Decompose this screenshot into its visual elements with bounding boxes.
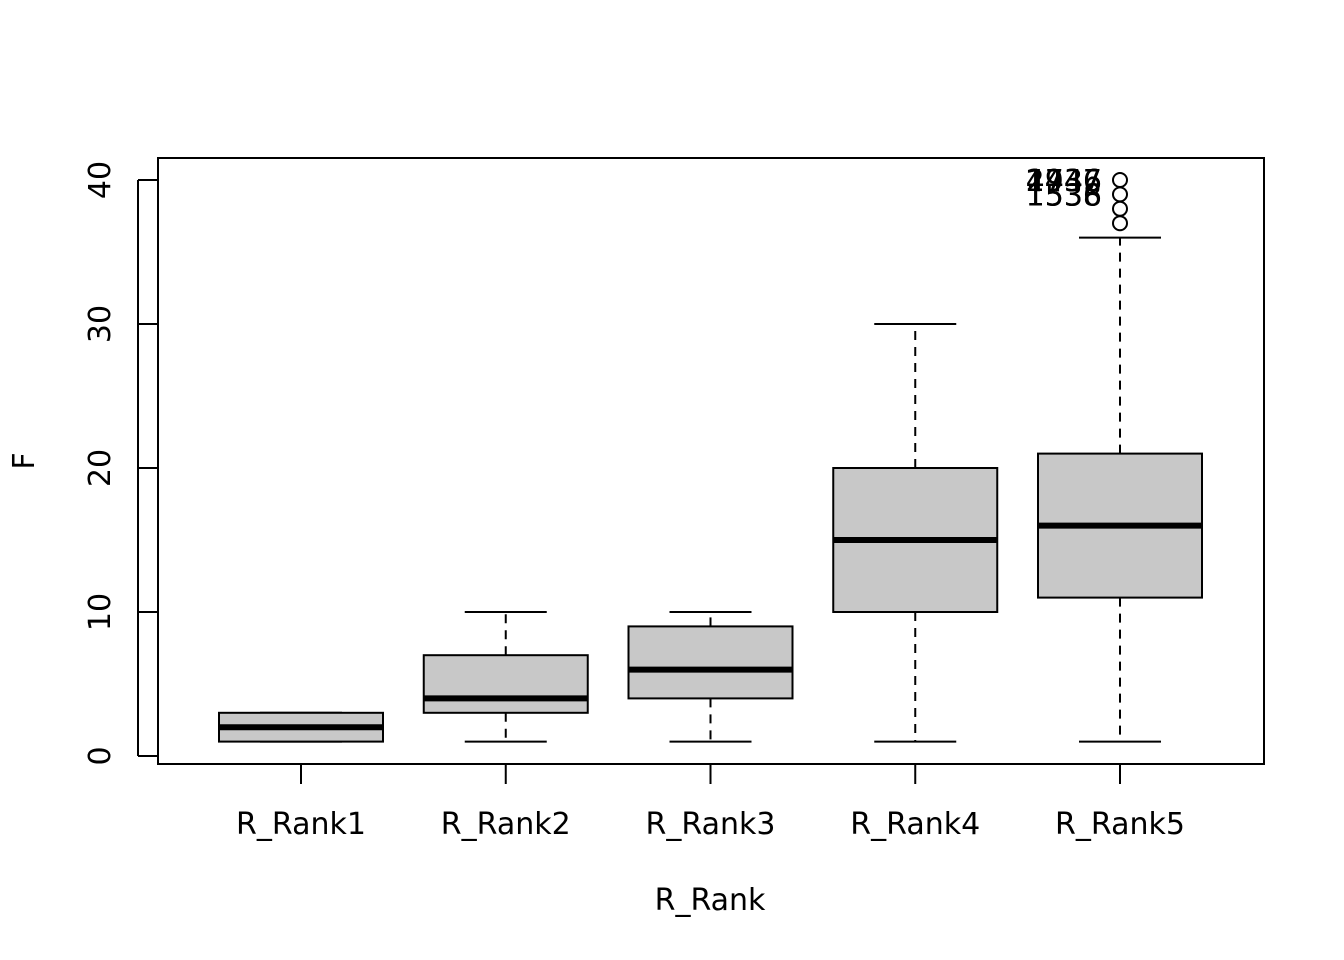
outlier-label: 2446 (1026, 164, 1102, 199)
y-tick-label: 30 (83, 305, 118, 343)
y-tick-label: 10 (83, 593, 118, 631)
x-tick-label: R_Rank3 (646, 807, 776, 842)
x-tick-label: R_Rank2 (441, 807, 571, 842)
boxes-layer (218, 236, 1203, 743)
x-axis: R_Rank1 R_Rank2 R_Rank3 R_Rank4 R_Rank5 (236, 764, 1185, 842)
box-group-3 (627, 611, 794, 743)
outlier-label: 1936 (1026, 164, 1102, 199)
box-iqr (627, 625, 794, 700)
outlier-label: 1737 (1026, 164, 1102, 199)
x-axis-label: R_Rank (655, 883, 766, 918)
y-axis-label: F (7, 452, 42, 469)
y-tick-label: 40 (83, 161, 118, 199)
outlier-label: 1538 (1026, 178, 1102, 213)
box-group-1 (218, 711, 384, 743)
box-group-5 (1037, 236, 1203, 743)
outlier-point (1112, 172, 1128, 188)
y-tick-label: 0 (83, 746, 118, 765)
outlier-label: 1536 (1026, 178, 1102, 213)
x-tick-label: R_Rank1 (236, 807, 366, 842)
box-group-4 (832, 323, 999, 743)
y-tick-label: 20 (83, 449, 118, 487)
box-group-2 (422, 611, 589, 743)
x-tick-label: R_Rank4 (850, 807, 980, 842)
x-tick-label: R_Rank5 (1055, 807, 1185, 842)
y-axis: 0 10 20 30 40 (83, 161, 158, 766)
outlier-label: 4447 (1026, 164, 1102, 199)
box-iqr (422, 654, 589, 714)
